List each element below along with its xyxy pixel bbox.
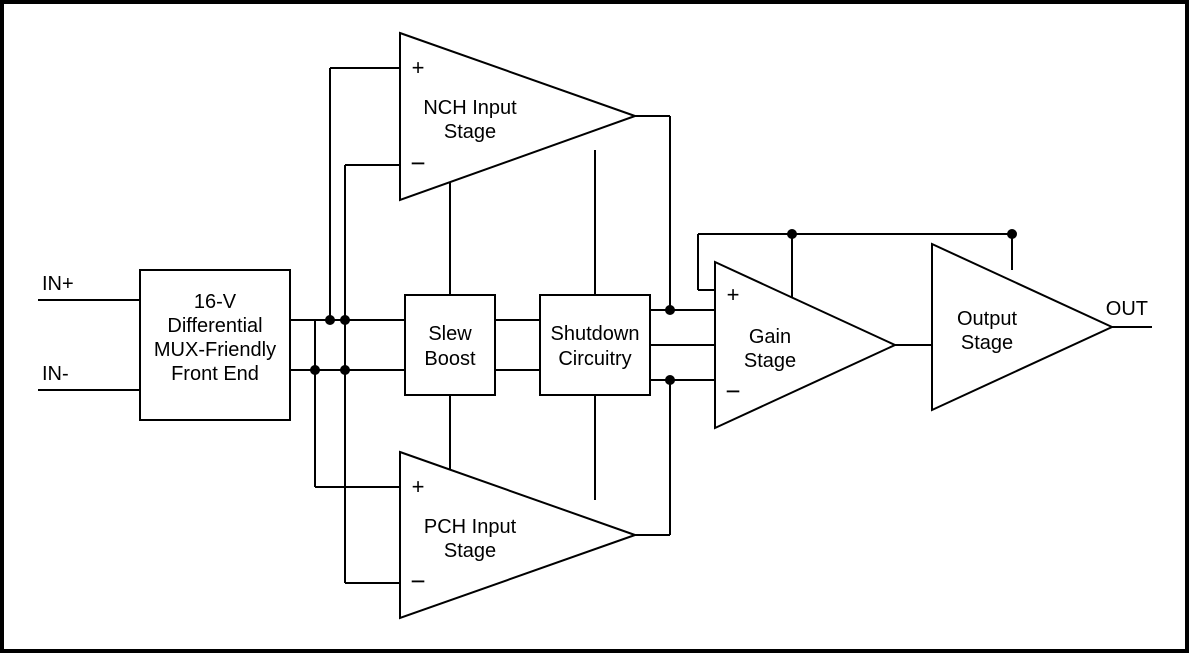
front-end-l4: Front End	[171, 363, 259, 385]
pch-plus: +	[412, 474, 425, 499]
output-l2: Stage	[961, 332, 1013, 354]
shutdown-l1: Shutdown	[551, 323, 640, 345]
nch-minus: −	[410, 148, 425, 178]
pch-l1: PCH Input	[424, 516, 517, 538]
nch-l2: Stage	[444, 121, 496, 143]
out-label: OUT	[1106, 298, 1148, 320]
slew-l1: Slew	[428, 323, 472, 345]
front-end-l3: MUX-Friendly	[154, 339, 276, 361]
shutdown-l2: Circuitry	[558, 348, 631, 370]
pch-l2: Stage	[444, 540, 496, 562]
front-end-l1: 16-V	[194, 291, 237, 313]
front-end-l2: Differential	[167, 315, 262, 337]
gain-l1: Gain	[749, 326, 791, 348]
nch-plus: +	[412, 55, 425, 80]
in-minus-label: IN-	[42, 363, 69, 385]
pch-minus: −	[410, 566, 425, 596]
gain-l2: Stage	[744, 350, 796, 372]
in-plus-label: IN+	[42, 273, 74, 295]
output-l1: Output	[957, 308, 1017, 330]
gain-minus: −	[725, 376, 740, 406]
nch-l1: NCH Input	[423, 97, 517, 119]
gain-plus: +	[727, 282, 740, 307]
slew-l2: Boost	[424, 348, 476, 370]
